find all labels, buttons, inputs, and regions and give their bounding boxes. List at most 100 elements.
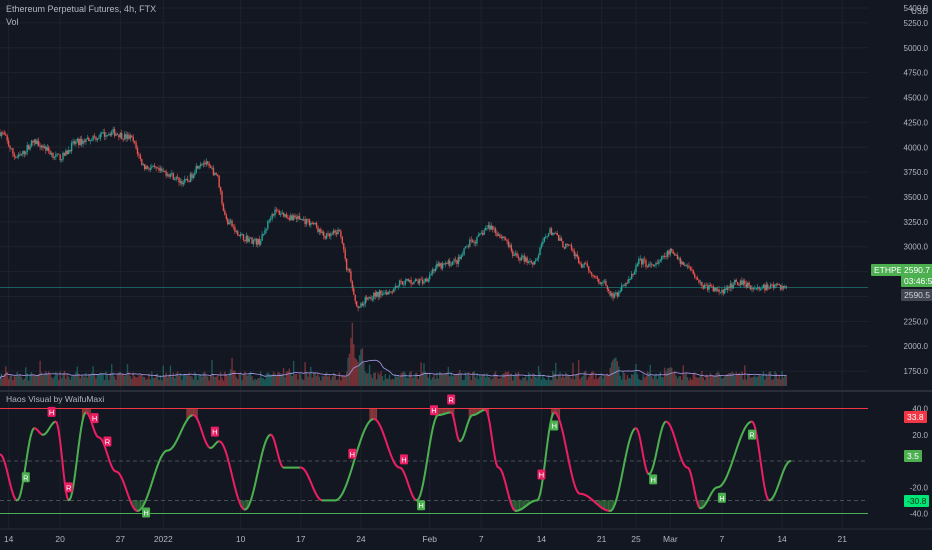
candle-body [663, 255, 666, 257]
candle-body [509, 245, 511, 247]
volume-bar [281, 373, 283, 386]
volume-bar [17, 375, 20, 386]
candle-body [29, 146, 31, 150]
volume-bar [555, 362, 557, 386]
candle-body [774, 284, 776, 289]
volume-bar [410, 371, 412, 386]
signal-marker-label: H [539, 470, 544, 479]
volume-bar [312, 372, 315, 386]
candle-body [652, 264, 654, 266]
candle-body [466, 246, 468, 248]
volume-bar [305, 372, 308, 386]
candle-body [582, 264, 584, 268]
candle-body [758, 287, 760, 290]
oscillator-segment [621, 464, 625, 473]
volume-bar [126, 363, 129, 386]
candle-body [602, 281, 604, 283]
volume-bar [404, 372, 407, 386]
candle-body [355, 301, 358, 306]
oscillator-segment [423, 469, 427, 480]
candle-body [467, 246, 470, 248]
signal-marker-label: H [431, 406, 436, 415]
volume-bar [679, 375, 682, 386]
volume-bar [479, 374, 481, 386]
volume-bar [493, 373, 495, 386]
candle-body [726, 286, 729, 290]
volume-bar [396, 376, 398, 386]
volume-bar [384, 373, 387, 386]
candle-body [608, 289, 610, 292]
candle-body [100, 133, 103, 135]
candle-body [53, 156, 56, 158]
candle-body [507, 241, 510, 247]
volume-bar [123, 376, 126, 386]
candle-body [530, 261, 533, 263]
volume-bar [536, 377, 538, 386]
volume-bar [598, 377, 600, 386]
candle-body [729, 283, 732, 288]
volume-legend[interactable]: Vol [6, 17, 19, 27]
candle-body [463, 248, 465, 255]
volume-bar [52, 378, 54, 386]
volume-bar [546, 380, 548, 386]
candle-body [60, 159, 63, 161]
volume-bar [343, 376, 345, 386]
candle-body [494, 228, 497, 233]
oscillator-segment [763, 485, 767, 494]
candle-body [232, 226, 235, 228]
volume-bar [671, 367, 673, 386]
candle-body [423, 281, 425, 284]
volume-bar [759, 375, 762, 386]
candle-body [649, 263, 651, 265]
volume-bar [95, 378, 97, 386]
volume-bar [738, 373, 740, 386]
volume-bar [378, 374, 381, 386]
oscillator-segment [491, 440, 495, 452]
symbol-legend[interactable]: Ethereum Perpetual Futures, 4h, FTX [6, 4, 157, 14]
oscillator-segment [539, 486, 543, 495]
volume-bar [622, 371, 624, 386]
candle-body [598, 278, 600, 282]
candle-body [426, 278, 428, 282]
volume-bar [331, 376, 334, 386]
volume-bar [43, 373, 46, 386]
candle-body [208, 163, 210, 167]
candle-body [158, 167, 160, 171]
candle-body [42, 145, 44, 148]
oscillator-segment [421, 477, 426, 486]
volume-bar [321, 375, 323, 386]
candle-body [168, 174, 170, 177]
candle-body [364, 297, 366, 304]
volume-bar [105, 371, 107, 386]
volume-bar [681, 379, 683, 386]
candle-body [258, 238, 260, 245]
volume-bar [10, 375, 13, 386]
candle-body [143, 164, 146, 170]
candle-body [5, 134, 7, 136]
oscillator-segment [77, 435, 81, 448]
candle-body [489, 224, 491, 230]
candle-body [461, 254, 464, 256]
candle-body [371, 299, 374, 300]
volume-bar [264, 379, 266, 386]
volume-bar [602, 378, 604, 386]
volume-bar [155, 374, 157, 386]
volume-bar [348, 353, 351, 386]
candle-body [109, 133, 111, 136]
volume-bar [499, 378, 501, 386]
volume-bar [76, 366, 79, 386]
candle-body [585, 263, 587, 265]
volume-bar [209, 375, 212, 386]
candle-body [0, 132, 3, 136]
candle-body [37, 140, 40, 147]
candle-body [785, 286, 788, 288]
candle-body [312, 223, 315, 225]
oscillator-legend[interactable]: Haos Visual by WaifuMaxi [6, 394, 105, 404]
oscillator-segment [693, 491, 698, 500]
volume-bar [406, 377, 408, 386]
volume-bar [115, 379, 117, 386]
candle-body [86, 137, 89, 140]
candle-body [506, 239, 508, 242]
candle-body [424, 278, 427, 282]
